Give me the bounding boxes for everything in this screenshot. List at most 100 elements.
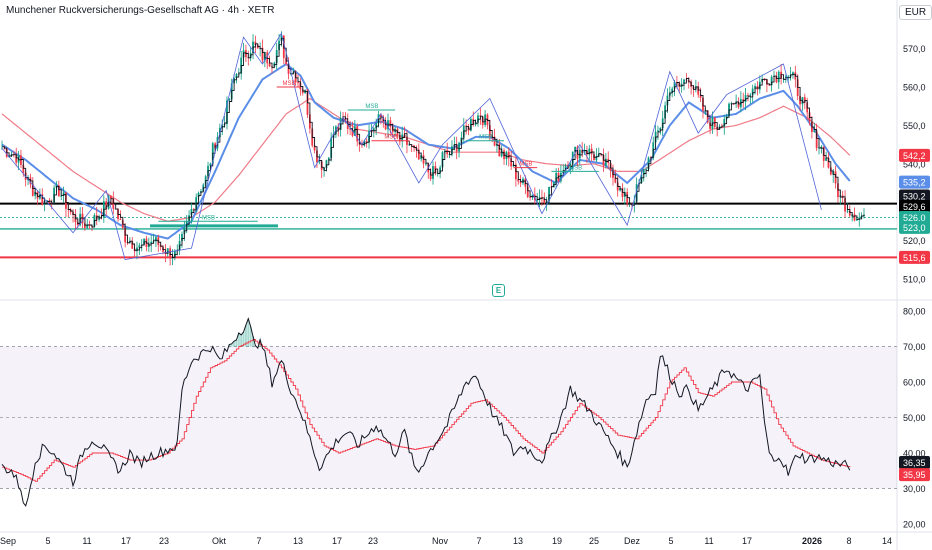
candle-body <box>60 195 63 197</box>
candle-body <box>349 128 352 130</box>
candle-body <box>365 140 368 143</box>
candle-body <box>529 196 531 198</box>
candle-body <box>723 119 726 127</box>
candle-body <box>228 99 231 101</box>
price-label-box <box>899 199 930 213</box>
rsi-axis-tick: 50,00 <box>903 413 926 423</box>
candle-body <box>313 145 316 151</box>
candle-body <box>181 233 183 241</box>
heikin-ashi-step-line <box>2 38 865 258</box>
candle-body <box>825 157 828 161</box>
rsi-axis-tick: 70,00 <box>903 342 926 352</box>
candle-body <box>131 241 134 249</box>
candle-body <box>171 257 174 259</box>
candle-body <box>166 248 169 255</box>
candle-body <box>645 169 648 170</box>
candle-body <box>429 172 432 179</box>
candle-body <box>519 181 522 184</box>
candle-body <box>583 150 586 153</box>
rsi-value-label: 35,95 <box>903 470 926 480</box>
candle-body <box>858 217 861 220</box>
candle-body <box>439 167 442 173</box>
candle-body <box>372 128 375 131</box>
time-axis-label: 19 <box>552 536 562 546</box>
time-axis-label: 14 <box>882 536 892 546</box>
candle-body <box>543 198 546 203</box>
candle-body <box>813 130 816 132</box>
candle-body <box>659 127 662 131</box>
candle-body <box>327 157 330 161</box>
msb-label: MSB <box>569 165 582 171</box>
price-label: 529,6 <box>903 202 926 212</box>
candle-body <box>590 148 593 155</box>
msb-label: MSB <box>479 135 492 141</box>
price-label: 523,0 <box>903 223 926 233</box>
candle-body <box>595 156 598 161</box>
rsi-value-label-box <box>899 456 930 470</box>
candle-body <box>254 41 257 45</box>
rsi-value-label-box <box>899 468 930 482</box>
candle-body <box>41 194 44 205</box>
rsi-axis-tick: 40,00 <box>903 448 926 458</box>
candle-body <box>3 148 6 150</box>
candle-body <box>380 114 382 118</box>
candle-body <box>787 76 790 78</box>
candle-body <box>559 172 562 182</box>
candle-body <box>424 163 427 165</box>
currency-button[interactable]: EUR <box>899 5 932 20</box>
candle-body <box>614 177 617 183</box>
candle-body <box>325 160 328 168</box>
time-axis-label: 13 <box>513 536 523 546</box>
rsi-line <box>1 317 851 507</box>
msb-label: MSB <box>202 215 215 221</box>
price-axis-tick: 570,0 <box>903 44 926 54</box>
time-axis-label: Okt <box>212 536 227 546</box>
candle-body <box>86 224 89 228</box>
time-axis-label: Nov <box>432 536 449 546</box>
candle-body <box>375 122 378 129</box>
price-label-box <box>899 250 930 264</box>
candle-body <box>209 163 212 166</box>
ema-fast-line <box>1 62 851 240</box>
candle-body <box>657 130 659 132</box>
candle-body <box>81 213 84 224</box>
candle-body <box>155 237 157 242</box>
time-axis-label: 17 <box>121 536 131 546</box>
price-axis-tick: 520,0 <box>903 236 926 246</box>
chart-title: Munchener Ruckversicherungs-Gesellschaft… <box>6 5 275 16</box>
time-axis-label: 25 <box>589 536 599 546</box>
price-label: 526,0 <box>903 213 926 223</box>
time-axis-label: 5 <box>45 536 50 546</box>
candle-body <box>510 158 513 167</box>
time-axis-label: 13 <box>293 536 303 546</box>
rsi-axis-tick: 30,00 <box>903 484 926 494</box>
candle-body <box>31 184 34 196</box>
time-axis-label: 7 <box>476 536 481 546</box>
candles-group <box>1 31 865 266</box>
candle-body <box>737 101 740 108</box>
price-axis-tick: 550,0 <box>903 121 926 131</box>
candle-body <box>190 208 193 216</box>
candle-body <box>754 85 756 89</box>
candle-body <box>417 149 420 160</box>
candle-body <box>458 142 460 152</box>
candle-body <box>136 247 138 252</box>
time-axis-label: 17 <box>742 536 752 546</box>
msb-label: MSB <box>519 162 532 168</box>
candle-body <box>815 130 818 149</box>
candle-body <box>384 121 387 130</box>
earnings-event-icon[interactable]: E <box>492 284 505 297</box>
candle-body <box>747 94 749 96</box>
candle-body <box>221 124 224 128</box>
candle-body <box>775 76 778 83</box>
rsi-axis-tick: 80,00 <box>903 307 926 317</box>
price-label-box <box>899 148 930 162</box>
time-axis-label: 7 <box>256 536 261 546</box>
candle-body <box>351 129 354 136</box>
candle-body <box>261 47 264 61</box>
time-axis-label: 17 <box>332 536 342 546</box>
candle-body <box>344 118 347 122</box>
candle-body <box>498 144 501 157</box>
candle-body <box>192 208 195 210</box>
